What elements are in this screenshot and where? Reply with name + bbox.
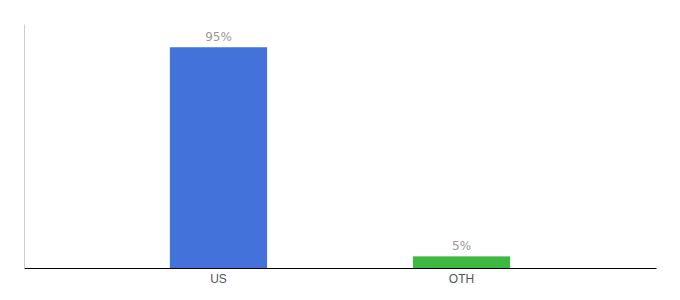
- bars: [170, 47, 510, 268]
- bar: [170, 47, 267, 268]
- plot-area: US OTH 95% 5%: [25, 25, 657, 286]
- data-label: 95%: [205, 30, 232, 44]
- x-tick: OTH: [449, 272, 474, 286]
- x-tick-label: OTH: [449, 272, 474, 286]
- y-axis: [24, 25, 25, 269]
- x-axis: US OTH: [25, 269, 657, 286]
- bar: [413, 256, 510, 268]
- chart-container: US OTH 95% 5%: [0, 0, 680, 300]
- x-tick-label: US: [210, 272, 227, 286]
- y-axis-line: [24, 25, 25, 269]
- x-axis-line: [25, 268, 657, 269]
- x-tick: US: [210, 272, 227, 286]
- chart-svg: US OTH 95% 5%: [0, 0, 680, 300]
- data-label: 5%: [452, 239, 471, 253]
- data-labels: 95% 5%: [205, 30, 471, 253]
